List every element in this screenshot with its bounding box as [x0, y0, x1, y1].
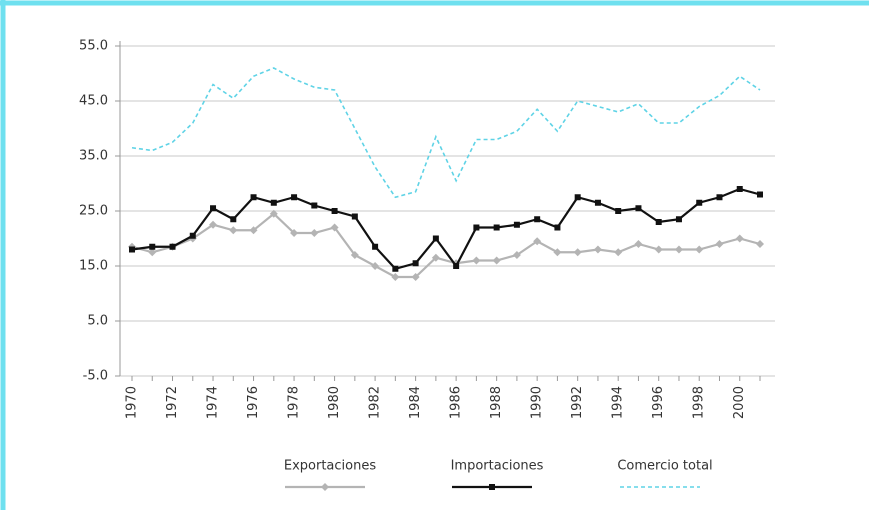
- y-tick-label: -5.0: [83, 369, 108, 384]
- point: [351, 213, 358, 220]
- point: [330, 223, 339, 232]
- point: [411, 273, 420, 281]
- x-tick-label: 1976: [246, 386, 261, 419]
- point: [635, 205, 642, 212]
- point: [715, 240, 724, 248]
- point: [675, 216, 682, 223]
- series-line: [131, 212, 761, 279]
- legend-label: Importaciones: [451, 459, 544, 474]
- point: [392, 265, 399, 272]
- point: [593, 245, 602, 254]
- legend-marker: [489, 484, 495, 490]
- point: [453, 263, 460, 269]
- y-tick-label: 25.0: [79, 204, 108, 219]
- point: [311, 202, 318, 209]
- x-tick-label: 1990: [530, 386, 545, 419]
- point: [209, 220, 218, 229]
- point: [512, 251, 521, 259]
- y-tick-label: 15.0: [79, 259, 108, 274]
- point: [634, 240, 643, 248]
- point: [249, 226, 258, 235]
- x-tick-label: 1986: [449, 386, 464, 419]
- point: [149, 243, 156, 250]
- point: [431, 253, 440, 262]
- y-tick-label: 5.0: [87, 314, 108, 329]
- x-tick-label: 1998: [692, 386, 707, 419]
- point: [756, 240, 764, 248]
- legend-label: Comercio total: [617, 459, 712, 474]
- x-tick-label: 1980: [327, 386, 342, 419]
- point: [391, 273, 400, 281]
- x-tick-label: 1984: [408, 386, 423, 419]
- point: [269, 209, 278, 218]
- point: [310, 229, 319, 237]
- x-tick-label: 1978: [287, 386, 302, 419]
- point: [574, 194, 581, 201]
- point: [250, 194, 257, 201]
- point: [757, 191, 763, 198]
- y-tick-label: 55.0: [79, 39, 108, 54]
- point: [230, 216, 237, 223]
- point: [270, 199, 277, 206]
- point: [331, 208, 338, 214]
- x-tick-label: 1992: [570, 386, 585, 419]
- point: [554, 224, 561, 231]
- point: [534, 216, 541, 223]
- point: [553, 248, 562, 257]
- point: [493, 224, 500, 231]
- point: [432, 235, 439, 242]
- x-tick-label: 1988: [489, 386, 504, 419]
- point: [473, 224, 480, 231]
- y-tick-label: 45.0: [79, 94, 108, 109]
- point: [696, 199, 703, 206]
- x-tick-label: 1970: [125, 386, 140, 419]
- point: [492, 256, 501, 265]
- series-line: [131, 187, 761, 270]
- point: [573, 248, 582, 257]
- point: [472, 256, 481, 265]
- point: [594, 199, 601, 206]
- x-tick-label: 1982: [368, 386, 383, 419]
- legend-marker: [321, 483, 329, 491]
- x-tick-label: 1996: [651, 386, 666, 419]
- point: [412, 260, 419, 267]
- point: [513, 221, 520, 228]
- legend-label: Exportaciones: [284, 459, 376, 474]
- point: [735, 234, 744, 243]
- point: [291, 194, 298, 201]
- point: [654, 245, 663, 254]
- point: [169, 243, 176, 250]
- point: [229, 226, 238, 235]
- point: [210, 205, 217, 212]
- point: [533, 237, 542, 246]
- point: [189, 232, 196, 239]
- x-tick-label: 1974: [206, 386, 221, 419]
- point: [148, 248, 157, 257]
- point: [614, 248, 623, 257]
- point: [372, 243, 379, 250]
- point: [695, 245, 704, 254]
- point: [674, 245, 683, 254]
- point: [371, 262, 380, 270]
- x-tick-label: 1972: [165, 386, 180, 419]
- x-tick-label: 2000: [732, 386, 747, 419]
- point: [716, 194, 723, 201]
- x-tick-label: 1994: [611, 386, 626, 419]
- point: [129, 246, 135, 253]
- point: [290, 229, 299, 237]
- point: [655, 219, 662, 225]
- point: [615, 208, 622, 214]
- point: [736, 186, 743, 192]
- point: [350, 251, 359, 259]
- series-line: [131, 67, 761, 199]
- y-tick-label: 35.0: [79, 149, 108, 164]
